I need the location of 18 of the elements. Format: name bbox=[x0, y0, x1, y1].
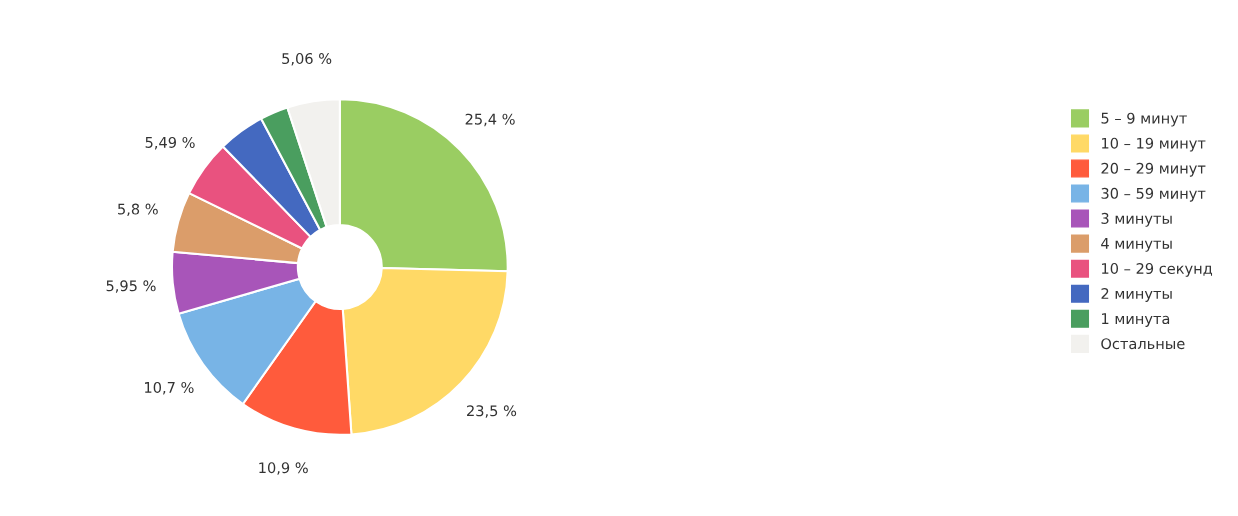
data-label: 10,7 % bbox=[145, 381, 194, 395]
legend-label: 10 – 29 секунд bbox=[1102, 262, 1213, 277]
data-label: 23,5 % bbox=[467, 405, 517, 418]
legend-label: 2 минуты bbox=[1101, 288, 1172, 302]
data-label: 5,06 % bbox=[282, 52, 332, 66]
data-label: 25,4 % bbox=[465, 113, 515, 127]
data-label: 5,95 % bbox=[106, 280, 156, 293]
legend-label: 4 минуты bbox=[1101, 238, 1172, 252]
data-label: 10,9 % bbox=[259, 462, 308, 475]
legend-label: 30 – 59 минут bbox=[1101, 187, 1206, 202]
legend-label: Остальные bbox=[1101, 338, 1185, 350]
legend-label: 10 – 19 минут bbox=[1102, 137, 1206, 152]
data-label: 5,8 % bbox=[118, 203, 158, 217]
legend-label: 5 – 9 минут bbox=[1101, 112, 1187, 127]
legend-label: 1 минута bbox=[1102, 313, 1170, 327]
legend-label: 3 минуты bbox=[1101, 212, 1172, 227]
data-label: 5,49 % bbox=[145, 136, 195, 150]
legend-label: 20 – 29 минут bbox=[1101, 162, 1206, 177]
